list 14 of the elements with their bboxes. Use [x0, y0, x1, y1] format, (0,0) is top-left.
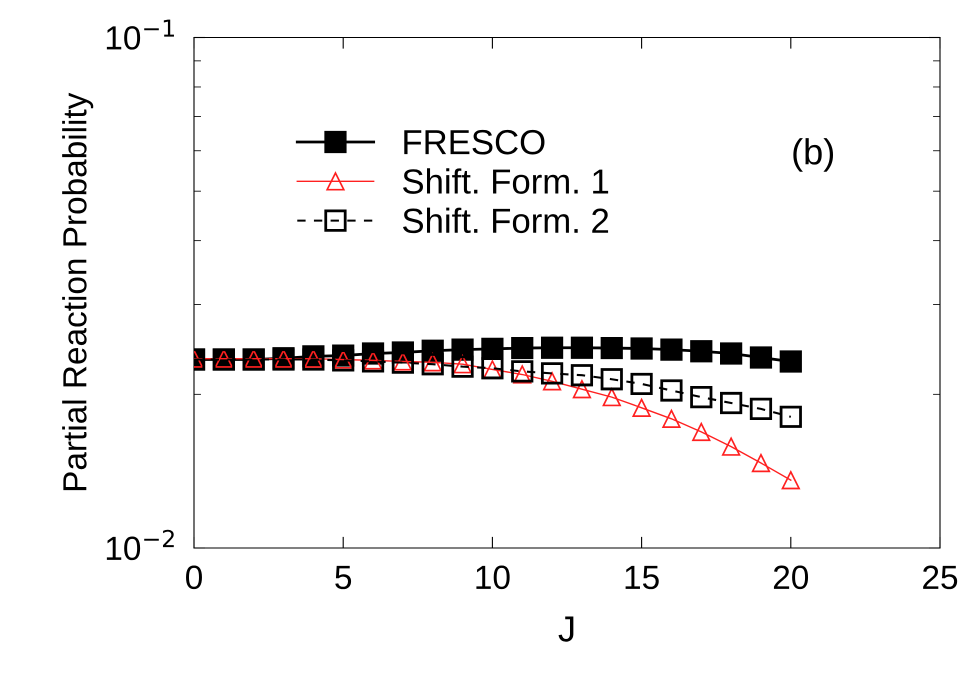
x-tick-label: 25 [923, 566, 958, 590]
y-tick-label: 10$^{−2}$ [106, 530, 174, 560]
x-tick-label: 10 [476, 566, 510, 590]
x-tick-label: 5 [335, 566, 352, 590]
y-tick-label: 10$^{−1}$ [106, 20, 174, 50]
x-tick-label: 15 [626, 566, 659, 590]
legend-label: Shift. Form. 1 [403, 168, 608, 194]
legend-label: Shift. Form. 2 [403, 208, 608, 234]
y-axis-title: Partial Reaction Probability [62, 92, 94, 490]
x-axis-title: J [558, 616, 574, 642]
legend-label: FRESCO [404, 130, 544, 154]
x-tick-label: 20 [774, 566, 808, 590]
annotation: (b) [793, 138, 834, 172]
x-tick-label: 0 [186, 566, 202, 590]
